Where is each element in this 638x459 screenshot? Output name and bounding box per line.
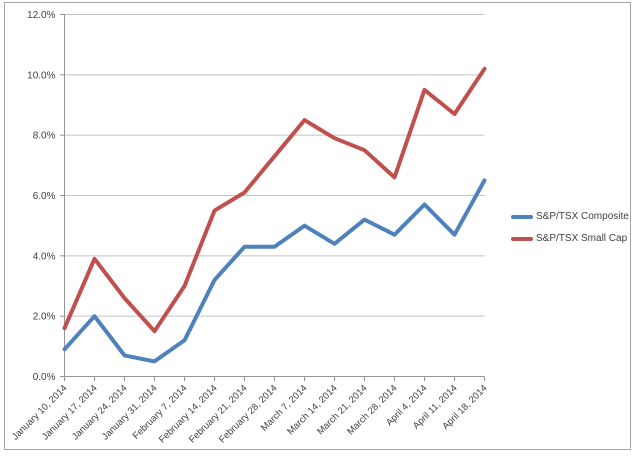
legend-item-smallcap: S&P/TSX Small Cap xyxy=(511,233,629,244)
series-line-s-p-tsx-small-cap xyxy=(62,66,487,334)
legend-item-composite: S&P/TSX Composite xyxy=(511,211,629,222)
y-tick-label: 10.0% xyxy=(27,70,55,81)
legend-label-smallcap: S&P/TSX Small Cap xyxy=(536,233,628,244)
series-line-s-p-tsx-composite xyxy=(62,178,487,364)
y-tick-label: 0.0% xyxy=(33,372,56,383)
y-tick-label: 12.0% xyxy=(27,10,55,21)
chart-border-frame xyxy=(4,2,631,450)
legend-swatch-smallcap-line xyxy=(511,236,533,241)
y-tick-label: 8.0% xyxy=(33,131,56,142)
y-tick-label: 2.0% xyxy=(33,312,56,323)
legend-swatch-composite-line xyxy=(511,214,533,219)
chart-legend: S&P/TSX Composite S&P/TSX Small Cap xyxy=(511,211,629,244)
y-tick-label: 6.0% xyxy=(33,191,56,202)
legend-label-composite: S&P/TSX Composite xyxy=(536,211,629,222)
x-tick-label: February 7, 2014 xyxy=(131,383,190,442)
y-tick-label: 4.0% xyxy=(33,251,56,262)
